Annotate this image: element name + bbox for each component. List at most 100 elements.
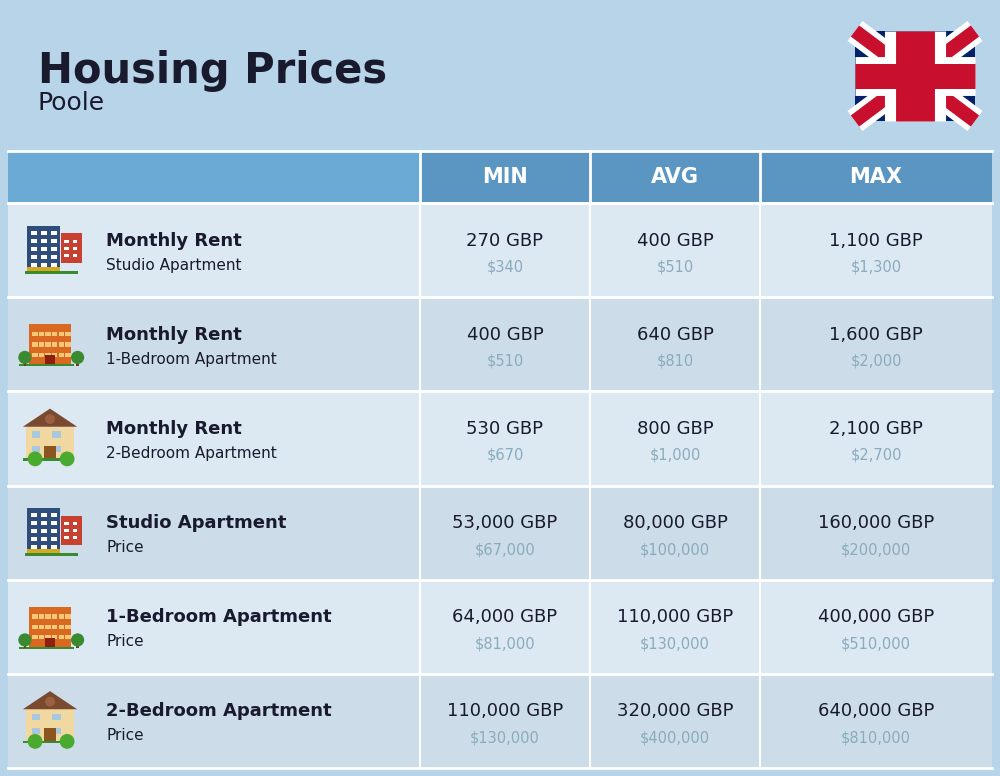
FancyBboxPatch shape <box>51 537 57 542</box>
Text: Studio Apartment: Studio Apartment <box>106 514 286 532</box>
FancyBboxPatch shape <box>76 359 79 365</box>
Text: 800 GBP: 800 GBP <box>637 420 713 438</box>
Text: MAX: MAX <box>850 167 902 187</box>
Text: 1,100 GBP: 1,100 GBP <box>829 232 923 250</box>
FancyBboxPatch shape <box>24 642 26 648</box>
Text: Housing Prices: Housing Prices <box>38 50 387 92</box>
FancyBboxPatch shape <box>73 522 77 525</box>
FancyBboxPatch shape <box>92 674 420 768</box>
FancyBboxPatch shape <box>52 445 61 452</box>
Circle shape <box>18 351 31 364</box>
FancyBboxPatch shape <box>41 537 47 542</box>
Text: $670: $670 <box>486 448 524 462</box>
FancyBboxPatch shape <box>31 537 37 542</box>
Circle shape <box>45 414 55 424</box>
Text: Studio Apartment: Studio Apartment <box>106 258 242 272</box>
FancyBboxPatch shape <box>31 230 37 234</box>
FancyBboxPatch shape <box>45 332 51 336</box>
FancyBboxPatch shape <box>27 508 60 553</box>
FancyBboxPatch shape <box>760 391 992 486</box>
Text: 1-Bedroom Apartment: 1-Bedroom Apartment <box>106 608 332 626</box>
FancyBboxPatch shape <box>760 297 992 391</box>
FancyBboxPatch shape <box>420 580 590 674</box>
FancyBboxPatch shape <box>23 740 69 743</box>
Text: 400 GBP: 400 GBP <box>467 326 543 344</box>
Text: 2-Bedroom Apartment: 2-Bedroom Apartment <box>106 702 332 720</box>
Text: 110,000 GBP: 110,000 GBP <box>617 608 733 626</box>
FancyBboxPatch shape <box>24 359 26 365</box>
Text: 53,000 GBP: 53,000 GBP <box>452 514 558 532</box>
FancyBboxPatch shape <box>23 458 69 460</box>
FancyBboxPatch shape <box>45 625 51 629</box>
Text: Price: Price <box>106 634 144 650</box>
FancyBboxPatch shape <box>51 529 57 533</box>
Text: Monthly Rent: Monthly Rent <box>106 232 242 250</box>
FancyBboxPatch shape <box>420 203 590 297</box>
FancyBboxPatch shape <box>52 352 57 357</box>
FancyBboxPatch shape <box>31 521 37 525</box>
FancyBboxPatch shape <box>65 635 71 639</box>
FancyBboxPatch shape <box>45 635 51 639</box>
Text: $510: $510 <box>656 259 694 275</box>
FancyBboxPatch shape <box>41 239 47 243</box>
FancyBboxPatch shape <box>41 521 47 525</box>
FancyBboxPatch shape <box>59 615 64 618</box>
Text: $130,000: $130,000 <box>640 636 710 651</box>
Text: Price: Price <box>106 729 144 743</box>
FancyBboxPatch shape <box>41 247 47 251</box>
Text: 80,000 GBP: 80,000 GBP <box>623 514 727 532</box>
FancyBboxPatch shape <box>8 297 92 391</box>
Text: $810: $810 <box>656 354 694 369</box>
FancyBboxPatch shape <box>29 324 71 364</box>
FancyBboxPatch shape <box>51 255 57 259</box>
Circle shape <box>60 734 75 749</box>
FancyBboxPatch shape <box>64 529 69 532</box>
FancyBboxPatch shape <box>26 709 74 740</box>
FancyBboxPatch shape <box>45 355 55 364</box>
FancyBboxPatch shape <box>59 625 64 629</box>
FancyBboxPatch shape <box>61 234 82 263</box>
FancyBboxPatch shape <box>31 263 37 267</box>
FancyBboxPatch shape <box>59 352 64 357</box>
FancyBboxPatch shape <box>73 240 77 243</box>
Text: 640,000 GBP: 640,000 GBP <box>818 702 934 720</box>
FancyBboxPatch shape <box>420 674 590 768</box>
FancyBboxPatch shape <box>32 728 40 734</box>
FancyBboxPatch shape <box>27 226 60 271</box>
FancyBboxPatch shape <box>760 674 992 768</box>
Text: AVG: AVG <box>651 167 699 187</box>
FancyBboxPatch shape <box>59 342 64 347</box>
Circle shape <box>71 633 84 646</box>
FancyBboxPatch shape <box>51 263 57 267</box>
FancyBboxPatch shape <box>420 151 590 203</box>
FancyBboxPatch shape <box>420 486 590 580</box>
FancyBboxPatch shape <box>32 445 40 452</box>
FancyBboxPatch shape <box>73 536 77 539</box>
FancyBboxPatch shape <box>39 352 44 357</box>
FancyBboxPatch shape <box>65 615 71 618</box>
FancyBboxPatch shape <box>27 267 60 271</box>
FancyBboxPatch shape <box>8 391 92 486</box>
FancyBboxPatch shape <box>420 297 590 391</box>
Text: $100,000: $100,000 <box>640 542 710 557</box>
Polygon shape <box>23 691 77 709</box>
FancyBboxPatch shape <box>65 352 71 357</box>
FancyBboxPatch shape <box>41 255 47 259</box>
FancyBboxPatch shape <box>590 151 760 203</box>
FancyBboxPatch shape <box>41 230 47 234</box>
Circle shape <box>18 633 31 646</box>
Text: 1,600 GBP: 1,600 GBP <box>829 326 923 344</box>
FancyBboxPatch shape <box>92 580 420 674</box>
FancyBboxPatch shape <box>32 625 38 629</box>
Text: Monthly Rent: Monthly Rent <box>106 326 242 344</box>
FancyBboxPatch shape <box>52 615 57 618</box>
FancyBboxPatch shape <box>39 635 44 639</box>
Polygon shape <box>23 409 77 427</box>
FancyBboxPatch shape <box>92 297 420 391</box>
FancyBboxPatch shape <box>52 714 61 720</box>
Text: 640 GBP: 640 GBP <box>637 326 713 344</box>
Text: MIN: MIN <box>482 167 528 187</box>
Text: $81,000: $81,000 <box>475 636 535 651</box>
FancyBboxPatch shape <box>52 431 61 438</box>
FancyBboxPatch shape <box>29 607 71 646</box>
